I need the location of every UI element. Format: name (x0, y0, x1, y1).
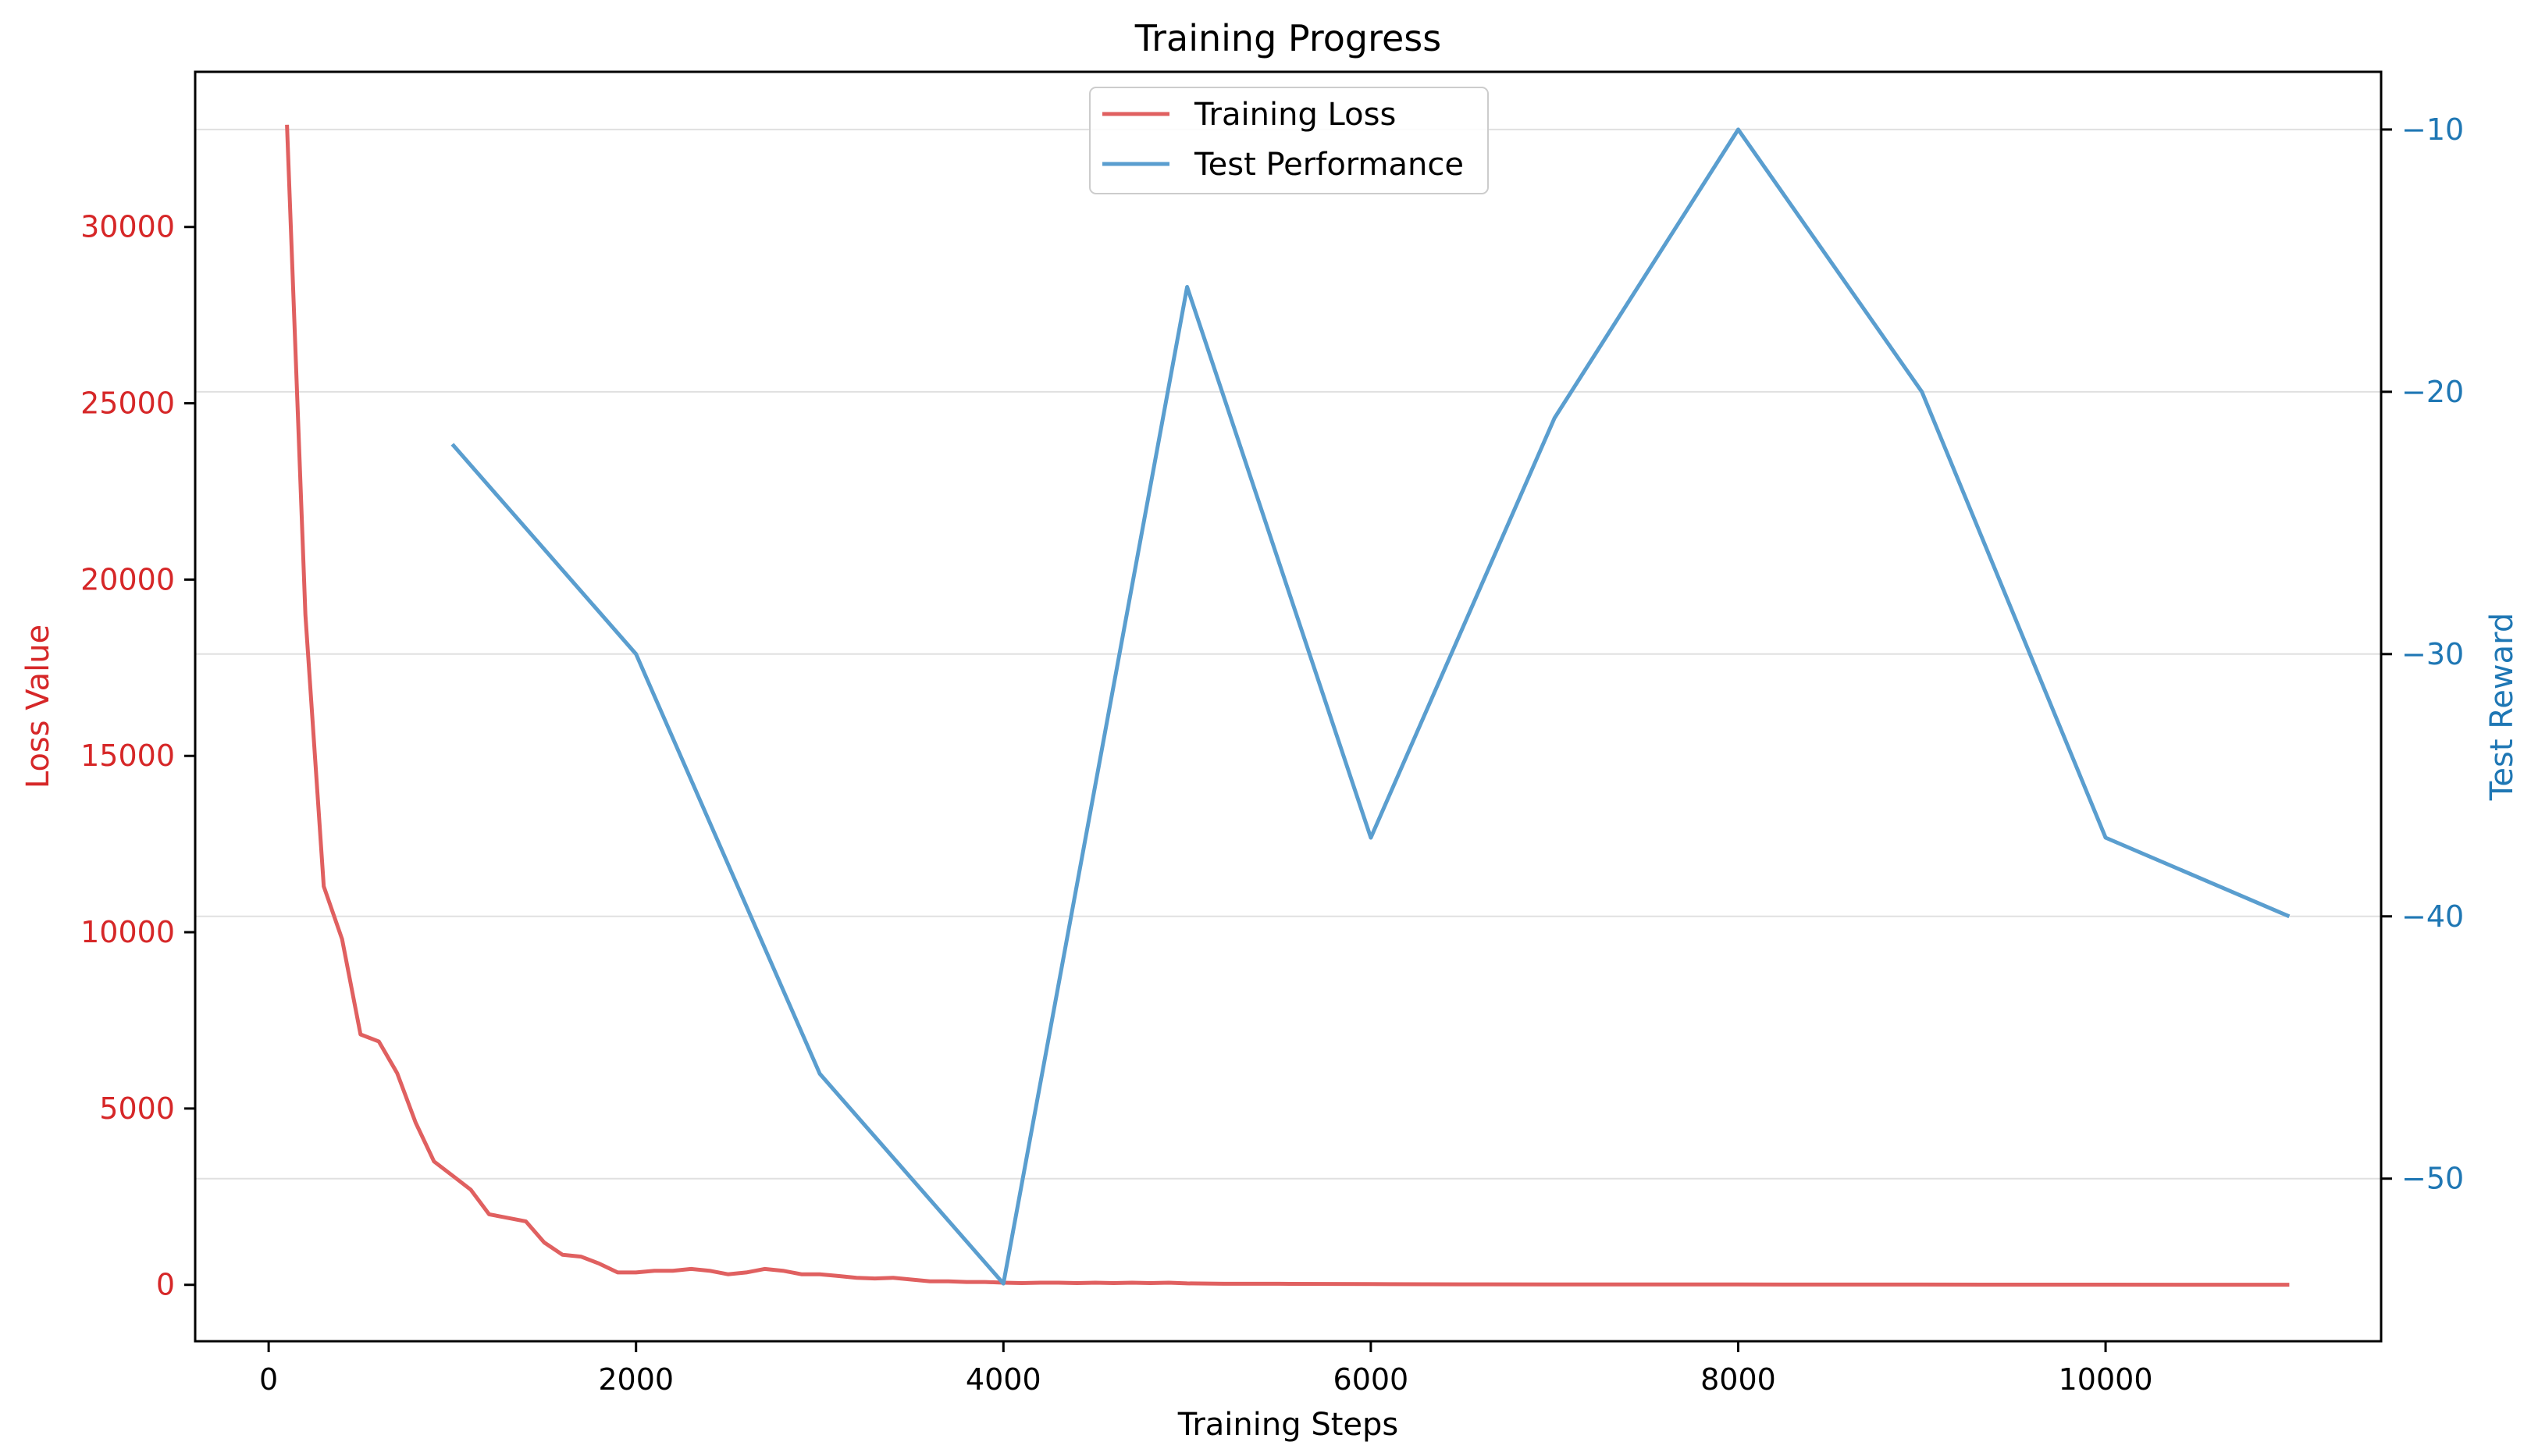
x-tick-label: 8000 (1700, 1362, 1776, 1397)
y-right-tick-label: −50 (2401, 1162, 2464, 1196)
y-axis-left: 0 5000 10000 15000 20000 25000 30000 (80, 210, 195, 1302)
y-right-tick-label: −20 (2401, 375, 2464, 409)
y-left-tick-label: 10000 (80, 915, 175, 949)
y-left-tick-label: 15000 (80, 739, 175, 773)
training-loss-line (285, 124, 2290, 1287)
legend-box (1089, 87, 1489, 194)
y-right-tick-label: −10 (2401, 112, 2464, 147)
y-left-tick-label: 30000 (80, 210, 175, 244)
training-loss-series (285, 124, 2290, 1287)
y-axis-right-label: Test Reward (2484, 613, 2520, 801)
y-left-tick-label: 25000 (80, 386, 175, 421)
legend-label-test-performance: Test Performance (1194, 147, 1464, 183)
y-right-tick-label: −30 (2401, 637, 2464, 671)
x-tick-label: 0 (259, 1362, 278, 1397)
chart-title: Training Progress (1134, 17, 1441, 59)
x-axis: 0 2000 4000 6000 8000 10000 (259, 1341, 2153, 1397)
plot-frame (194, 70, 2383, 1343)
gridlines (195, 128, 2381, 1180)
y-left-tick-label: 20000 (80, 562, 175, 596)
y-left-tick-label: 0 (156, 1268, 175, 1302)
x-axis-label: Training Steps (1177, 1407, 1398, 1443)
x-tick-label: 6000 (1333, 1362, 1409, 1397)
y-axis-left-label: Loss Value (20, 625, 56, 789)
legend: Training Loss Test Performance (1089, 87, 1489, 194)
test-performance-series (450, 127, 2291, 1286)
legend-label-training-loss: Training Loss (1194, 97, 1396, 133)
test-performance-line (450, 127, 2291, 1286)
y-left-tick-label: 5000 (99, 1091, 175, 1126)
y-right-tick-label: −40 (2401, 899, 2464, 934)
x-tick-label: 10000 (2059, 1362, 2153, 1397)
x-tick-label: 2000 (598, 1362, 674, 1397)
y-axis-right: −10 −20 −30 −40 −50 (2381, 112, 2464, 1196)
x-tick-label: 4000 (966, 1362, 1041, 1397)
